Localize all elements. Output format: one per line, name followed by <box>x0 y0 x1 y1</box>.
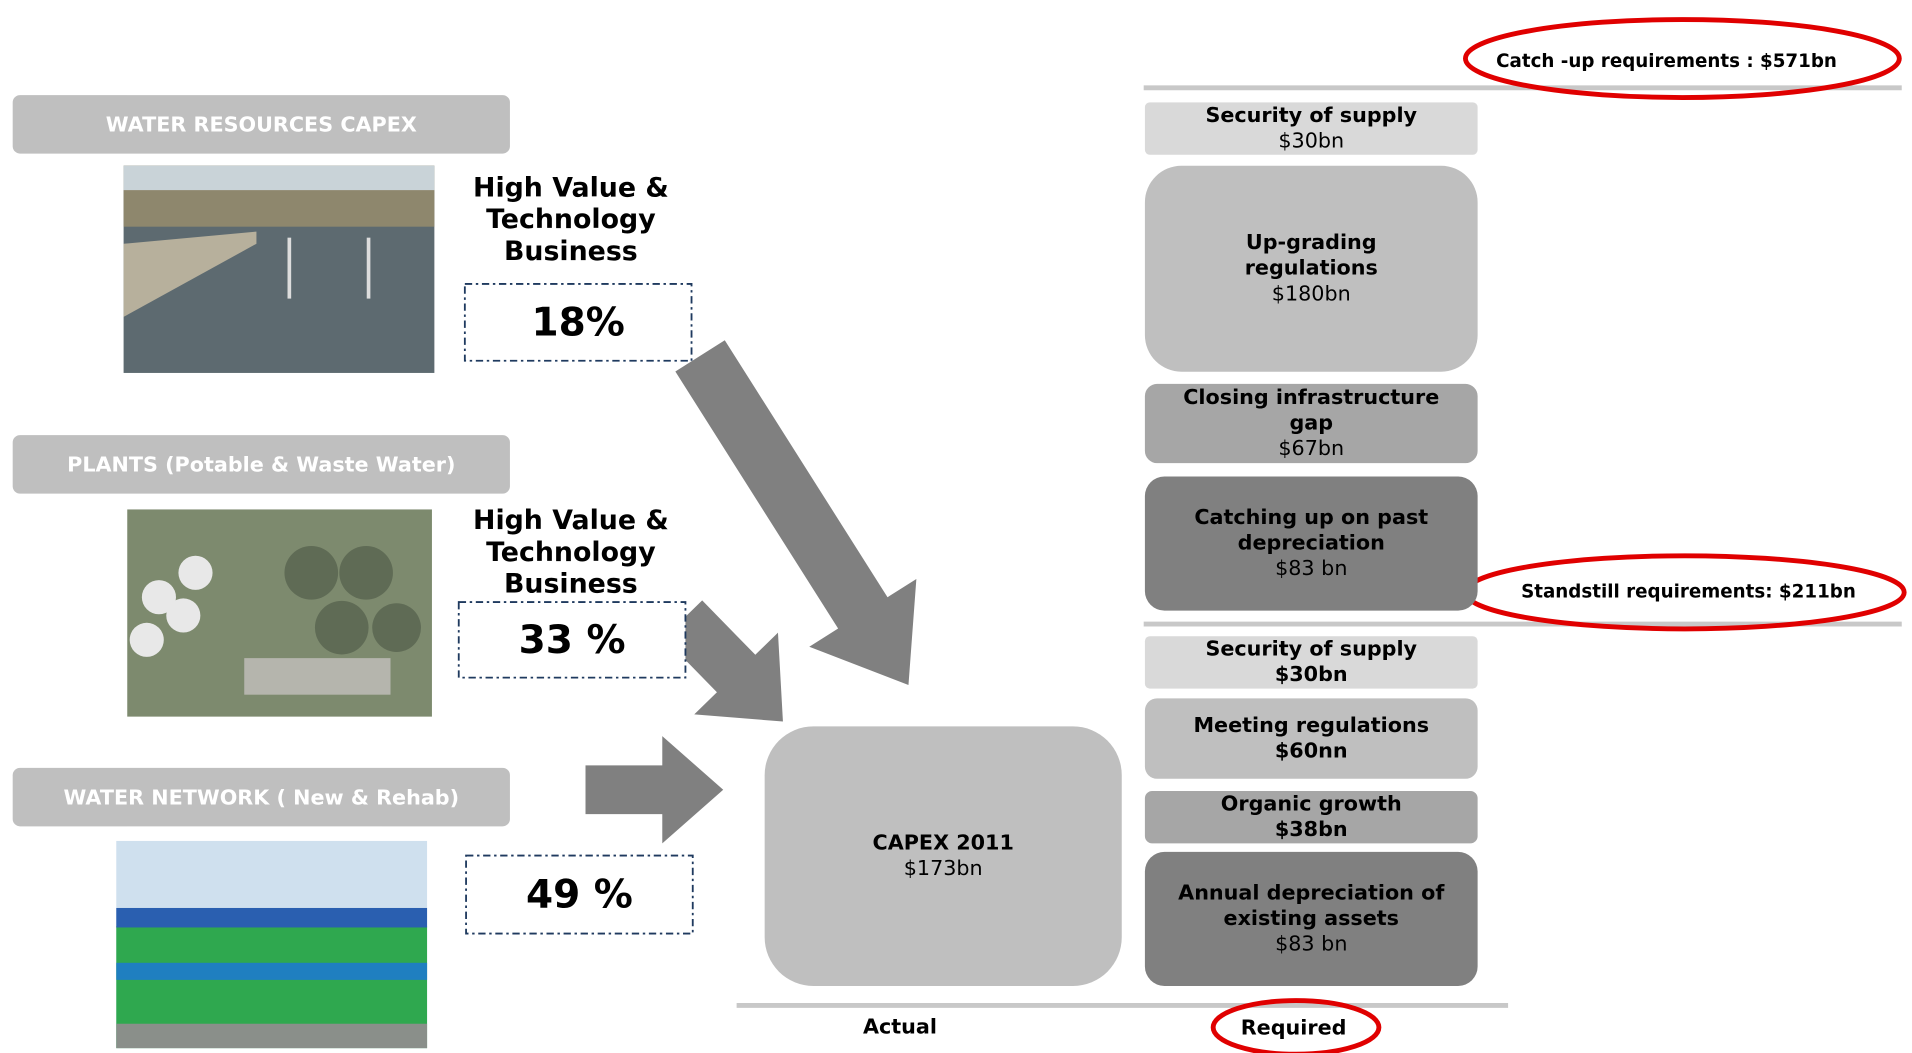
capex-box <box>1144 851 1478 986</box>
category-bar <box>12 95 510 154</box>
box-title: Up-grading <box>1246 230 1377 254</box>
photo-reservoir <box>123 165 435 373</box>
box-amount: $30bn <box>1275 662 1348 686</box>
box-title: existing assets <box>1224 906 1399 930</box>
box-amount: $180bn <box>1272 281 1351 305</box>
box-title: Organic growth <box>1221 791 1402 815</box>
box-title: Security of supply <box>1205 637 1417 661</box>
heading: Business <box>504 236 638 267</box>
share: 49 % <box>526 873 633 918</box>
annotation: Standstill requirements: $211bn <box>1521 581 1856 602</box>
column-label: Required <box>1241 1016 1347 1040</box>
capex-box <box>1144 165 1478 372</box>
box-title: CAPEX 2011 <box>873 830 1014 854</box>
box-amount: $60nn <box>1275 738 1348 762</box>
arrow <box>675 340 917 685</box>
capex-box <box>1144 476 1478 611</box>
heading: Business <box>504 569 638 600</box>
box-amount: $83 bn <box>1275 556 1347 580</box>
share: 33 % <box>519 618 626 663</box>
heading: Technology <box>486 204 656 235</box>
capex-box <box>1144 383 1478 464</box>
arrow <box>585 736 724 844</box>
photo-network <box>116 840 428 1049</box>
heading: Technology <box>486 537 656 568</box>
category-label: WATER NETWORK ( New & Rehab) <box>64 785 460 809</box>
box-title: Closing infrastructure <box>1183 385 1439 409</box>
box-title: Annual depreciation of <box>1178 880 1445 904</box>
box-amount: $173bn <box>904 856 983 880</box>
share-box <box>465 854 694 935</box>
box-title: Meeting regulations <box>1193 713 1429 737</box>
box-title: depreciation <box>1238 531 1385 555</box>
category-bar <box>12 767 510 827</box>
share: 18% <box>532 300 625 345</box>
heading: High Value & <box>473 172 669 203</box>
box-amount: $38bn <box>1275 817 1348 841</box>
photo-plant <box>127 509 432 717</box>
capex-box <box>1144 102 1478 155</box>
box-title: gap <box>1289 411 1333 435</box>
box-title: regulations <box>1245 256 1378 280</box>
share-box <box>463 283 693 362</box>
box-amount: $83 bn <box>1275 932 1347 956</box>
box-title: Catching up on past <box>1194 505 1428 529</box>
highlight <box>1210 998 1382 1053</box>
capex-box <box>1144 790 1478 844</box>
box-amount: $30bn <box>1278 128 1344 152</box>
share-box <box>457 601 687 679</box>
box-title: Security of supply <box>1205 103 1417 127</box>
capex-box <box>1144 698 1478 779</box>
category-label: PLANTS (Potable & Waste Water) <box>67 453 455 477</box>
box-amount: $67bn <box>1278 436 1344 460</box>
annotation: Catch -up requirements : $571bn <box>1496 51 1837 72</box>
category-label: WATER RESOURCES CAPEX <box>106 113 417 137</box>
capex-box <box>764 726 1122 986</box>
column-label: Actual <box>863 1014 937 1038</box>
heading: High Value & <box>473 505 669 536</box>
capex-box <box>1144 636 1478 689</box>
category-bar <box>12 435 510 494</box>
arrow <box>663 600 783 722</box>
highlight <box>1463 17 1902 100</box>
